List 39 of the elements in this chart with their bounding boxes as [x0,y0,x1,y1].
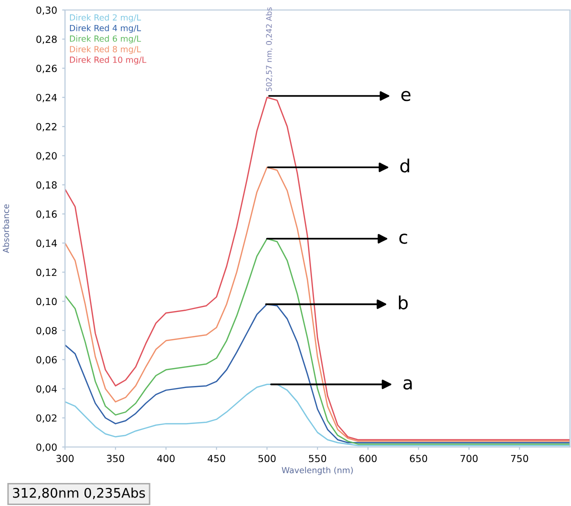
x-axis-title: Wavelength (nm) [282,466,353,475]
x-tick-label: 450 [208,454,226,462]
y-tick-label: 0,12 [36,268,56,278]
x-tick-label: 500 [258,454,276,462]
x-tick-label: 300 [56,454,74,462]
y-tick-label: 0,14 [36,240,57,248]
annotation: e [401,90,410,102]
annotation: a [403,379,412,390]
x-tick-label: 350 [106,454,124,462]
x-tick-label: 400 [157,454,175,462]
text: Direk Red 2 mg/L [70,14,141,22]
y-tick-label: 0,18 [36,181,57,190]
text: Direk Red 8 mg/L [70,46,141,54]
x-tick-label: 600 [359,454,377,462]
text: 312,80nm 0,235Abs [13,488,145,500]
x-tick-label: 550 [308,454,326,462]
text: Direk Red 6 mg/L [70,35,141,44]
annotation: d [400,158,410,173]
y-tick-label: 0,22 [36,123,56,132]
x-tick-label: 650 [410,454,428,462]
annotation: b [398,296,408,310]
y-tick-label: 0,28 [36,36,57,44]
annotation: c [399,234,408,244]
y-tick-label: 0,30 [36,6,57,15]
y-tick-label: 0,02 [36,414,56,423]
y-tick-label: 0,10 [36,298,57,306]
y-tick-label: 0,04 [36,385,57,394]
y-tick-label: 0,26 [36,64,57,74]
x-tick-label: 750 [511,454,528,462]
y-tick-label: 0,08 [36,326,57,336]
y-tick-label: 0,16 [36,210,57,219]
y-tick-label: 0,24 [36,94,57,102]
y-tick-label: 0,20 [36,152,57,160]
y-tick-label: 0,00 [36,443,57,452]
text: Direk Red 4 mg/L [70,24,141,33]
x-tick-label: 700 [460,454,478,462]
text: Direk Red 10 mg/L [70,56,146,64]
y-axis-title: Absorbance [2,204,10,254]
y-tick-label: 0,06 [36,356,57,364]
